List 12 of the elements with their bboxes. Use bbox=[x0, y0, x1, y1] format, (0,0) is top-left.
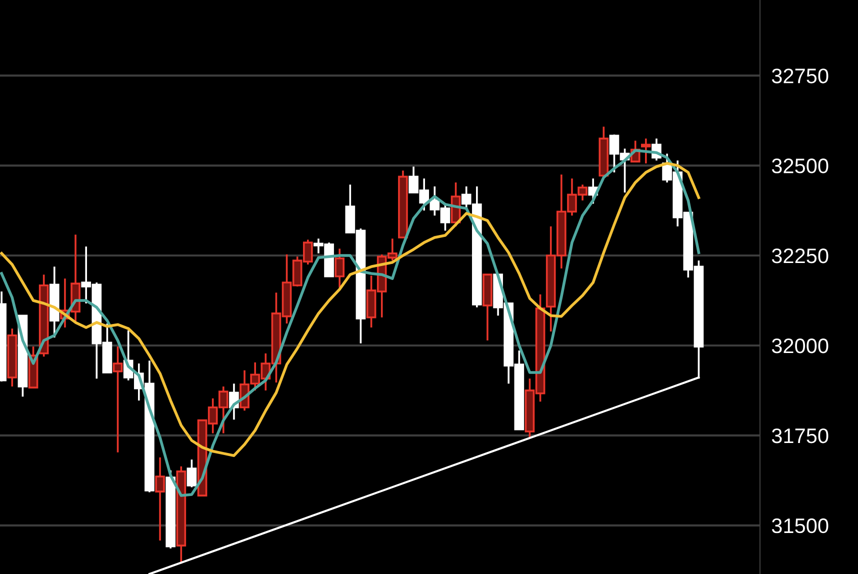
y-tick-label: 32750 bbox=[772, 68, 828, 84]
y-tick-label: 31750 bbox=[772, 428, 828, 444]
candlestick bbox=[186, 458, 197, 488]
line-series bbox=[0, 162, 700, 457]
y-tick-label: 32000 bbox=[772, 338, 828, 354]
candlestick bbox=[334, 248, 345, 288]
y-tick-label: 32500 bbox=[772, 158, 828, 174]
candlestick bbox=[641, 138, 651, 164]
y-tick-label: 31500 bbox=[772, 518, 828, 534]
y-tick-label: 32250 bbox=[772, 248, 828, 264]
candlestick bbox=[155, 456, 165, 542]
candlestick bbox=[112, 346, 123, 454]
